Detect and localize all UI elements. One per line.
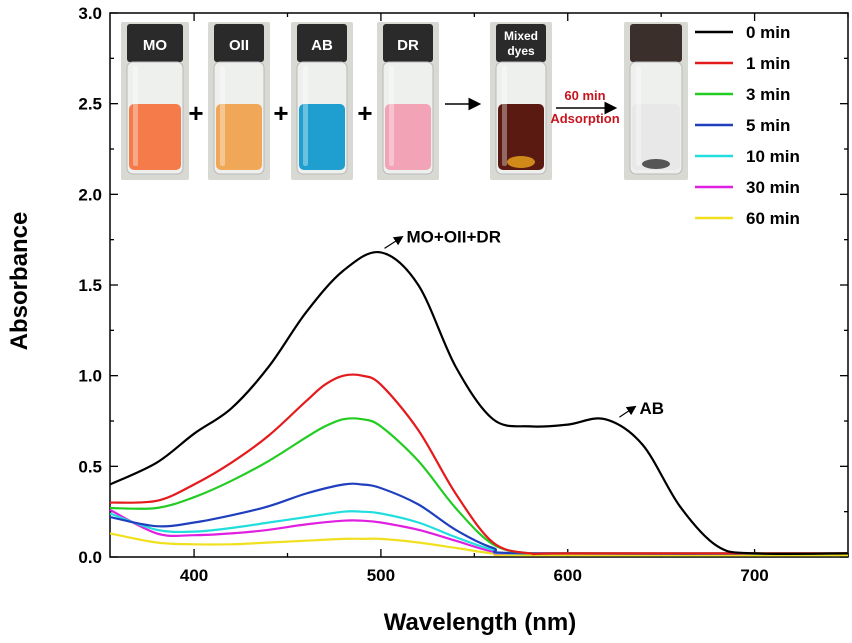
legend: 0 min 1 min 3 min 5 min 10 min 30 min 60 min <box>695 23 800 228</box>
vial-label: Mixed <box>504 29 538 43</box>
vial-cap <box>496 24 546 62</box>
y-tick-label: 2.0 <box>78 185 102 204</box>
y-tick-label: 2.5 <box>78 95 102 114</box>
vial-liquid <box>129 104 181 170</box>
vial-liquid <box>498 104 544 170</box>
vial-liquid <box>632 104 680 170</box>
vial-dr: DR <box>377 22 439 180</box>
y-tick-label: 0.5 <box>78 457 102 476</box>
x-tick-label: 500 <box>367 566 395 585</box>
vial-cap <box>127 24 183 62</box>
series-layer <box>109 250 849 557</box>
vial-label: AB <box>311 37 333 54</box>
vial-cap <box>630 24 682 62</box>
vial-highlight <box>389 66 394 166</box>
plus-sign: + <box>188 98 203 128</box>
x-tick-label: 700 <box>740 566 768 585</box>
vial-cap <box>297 24 347 62</box>
plot-axes: 400 500 600 700 0.0 0.5 1.0 1.5 2.0 2.5 3.0 <box>78 4 849 585</box>
vial-sediment <box>642 159 670 169</box>
x-tick-label: 400 <box>180 566 208 585</box>
legend-label: 0 min <box>746 23 790 42</box>
annotation-arrow <box>384 236 404 249</box>
vial-liquid <box>385 104 431 170</box>
adsorption-time-label: 60 min <box>564 88 605 103</box>
vial-highlight <box>220 66 225 166</box>
y-tick-label: 3.0 <box>78 4 102 23</box>
series-line-60-min <box>109 532 849 557</box>
legend-label: 5 min <box>746 116 790 135</box>
adsorption-label: Adsorption <box>550 111 619 126</box>
vial-liquid <box>299 104 345 170</box>
series-line-0-min <box>109 250 849 556</box>
vial-label: MO <box>143 37 167 54</box>
legend-label: 1 min <box>746 54 790 73</box>
vial-cap <box>383 24 433 62</box>
legend-label: 3 min <box>746 85 790 104</box>
vial-adsorbed <box>624 22 688 180</box>
vial-ab: AB <box>291 22 353 180</box>
x-axis-title: Wavelength (nm) <box>384 609 576 636</box>
x-tick-label: 600 <box>554 566 582 585</box>
vial-highlight <box>303 66 308 166</box>
vial-sediment <box>507 156 535 168</box>
annotation-label: AB <box>639 399 664 418</box>
vial-liquid <box>216 104 262 170</box>
series-line-1-min <box>109 373 848 556</box>
legend-label: 10 min <box>746 147 800 166</box>
annotations: MO+OII+DR AB <box>384 227 664 418</box>
vial-cap <box>214 24 264 62</box>
vial-oii: OII <box>208 22 270 180</box>
plus-sign: + <box>273 98 288 128</box>
vial-label: DR <box>397 37 419 54</box>
y-axis-title: Absorbance <box>6 212 33 351</box>
legend-label: 30 min <box>746 178 800 197</box>
vial-highlight <box>636 66 641 166</box>
vial-label: dyes <box>507 44 535 58</box>
vial-highlight <box>502 66 507 166</box>
series-line-5-min <box>109 482 849 555</box>
vial-label: OII <box>229 37 249 54</box>
vial-highlight <box>133 66 138 166</box>
legend-label: 60 min <box>746 209 800 228</box>
vial-mo: MO <box>121 22 189 180</box>
annotation-arrow <box>619 405 637 418</box>
y-tick-label: 1.5 <box>78 276 102 295</box>
annotation-label: MO+OII+DR <box>407 227 501 246</box>
y-tick-label: 0.0 <box>78 548 102 567</box>
plus-sign: + <box>357 98 372 128</box>
y-tick-label: 1.0 <box>78 367 102 386</box>
